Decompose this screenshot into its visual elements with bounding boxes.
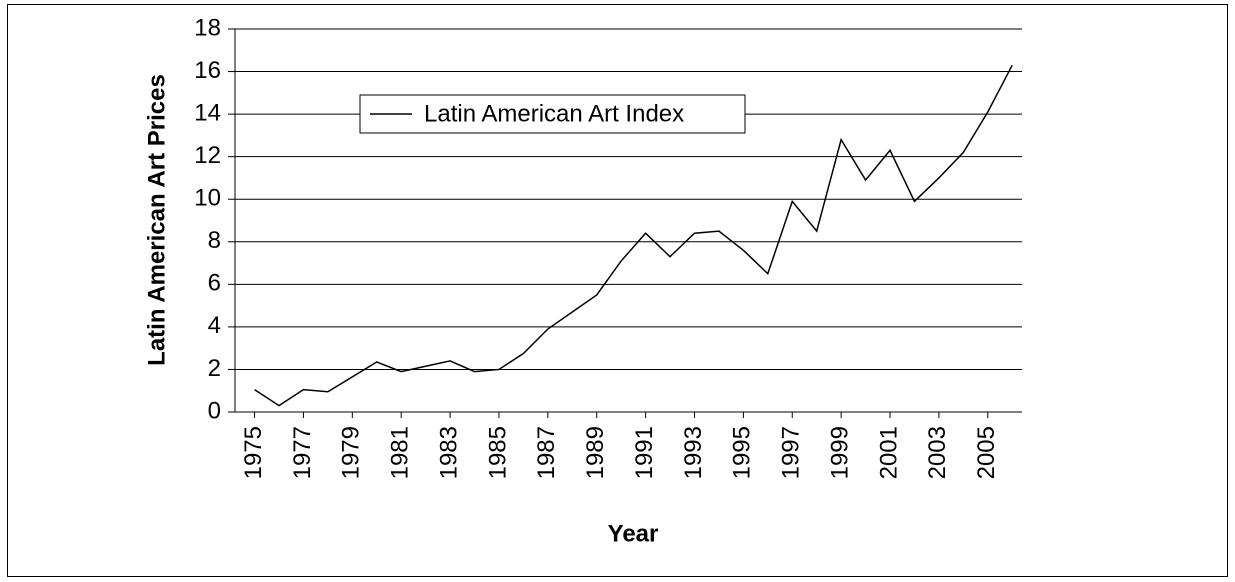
x-tick-label: 1983 [435,426,462,479]
y-tick-label: 14 [194,99,221,126]
y-tick-label: 12 [194,142,221,169]
y-tick-label: 4 [208,312,221,339]
y-tick-label: 18 [194,14,221,41]
x-tick-label: 1981 [387,426,414,479]
chart-border [7,4,1228,577]
data-line [254,64,1013,407]
x-axis-title: Year [608,520,659,547]
y-tick-label: 16 [194,57,221,84]
x-tick-label: 1989 [582,426,609,479]
x-tick-label: 1987 [533,426,560,479]
x-tick-label: 1995 [729,426,756,479]
x-tick-label: 1975 [240,426,267,479]
y-axis-title: Latin American Art Prices [143,74,170,366]
y-tick-label: 0 [208,397,221,424]
legend-box [359,94,746,134]
x-tick-label: 1999 [826,426,853,479]
legend-label: Latin American Art Index [424,100,684,127]
y-tick-label: 2 [208,355,221,382]
x-tick-label: 1977 [289,426,316,479]
y-tick-label: 6 [208,270,221,297]
y-tick-label: 10 [194,185,221,212]
x-tick-label: 1985 [484,426,511,479]
x-tick-label: 1997 [778,426,805,479]
x-tick-label: 2005 [973,426,1000,479]
x-tick-label: 2003 [924,426,951,479]
x-tick-label: 1991 [631,426,658,479]
x-tick-label: 1993 [680,426,707,479]
x-tick-label: 2001 [875,426,902,479]
y-tick-label: 8 [208,227,221,254]
x-tick-label: 1979 [338,426,365,479]
